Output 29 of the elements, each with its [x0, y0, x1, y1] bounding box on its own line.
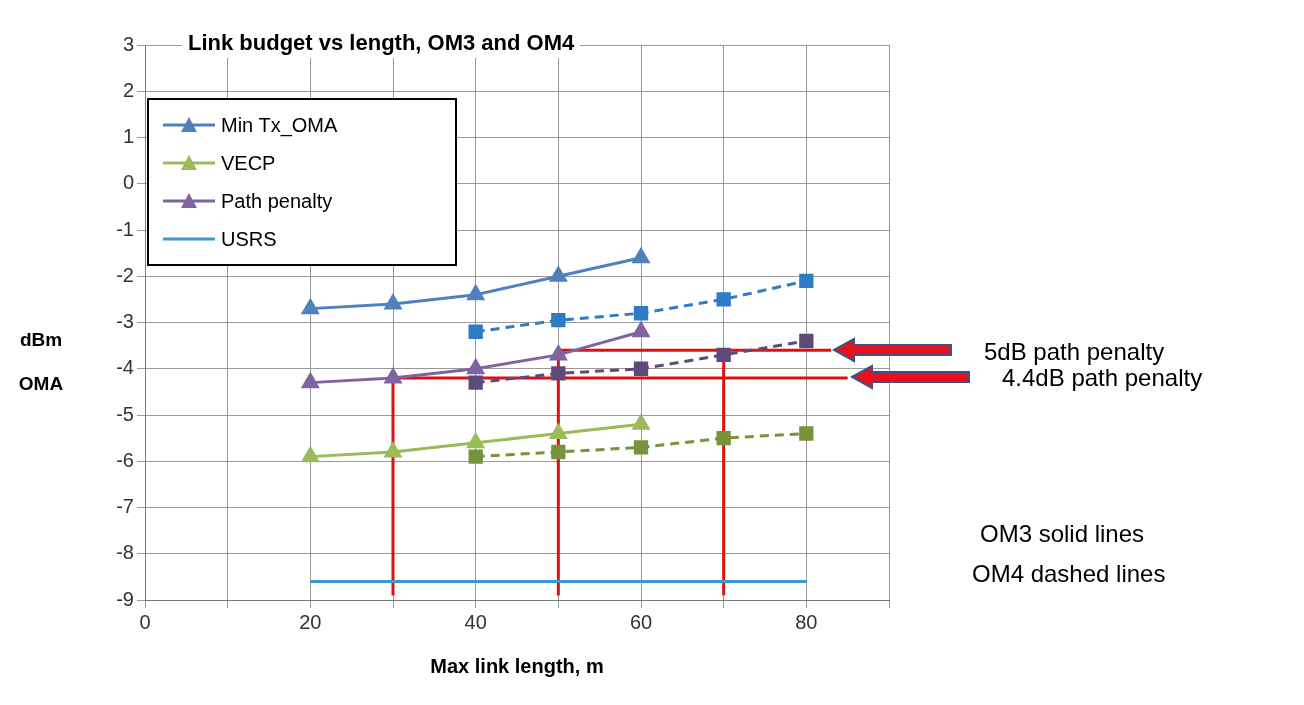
legend-label: Path penalty [221, 189, 333, 213]
y-tick-label: -3 [116, 310, 134, 333]
x-tick-label: 0 [139, 610, 151, 633]
x-tick-label: 80 [795, 610, 818, 633]
y-tick-label: 3 [122, 32, 134, 55]
y-tick-label: -1 [116, 217, 134, 240]
legend-label: VECP [221, 151, 276, 175]
y-tick-label: -9 [116, 587, 134, 610]
text: 4.4dB path penalty [1002, 364, 1203, 392]
y-tick-label: -8 [116, 541, 134, 564]
x-tick-label: 20 [299, 610, 322, 633]
y-tick-label: -4 [116, 356, 134, 379]
x-axis-title: Max link length, m [430, 654, 604, 677]
x-tick-label: 60 [629, 610, 653, 633]
y-tick-label: -7 [116, 495, 134, 518]
y-tick-label: -5 [116, 402, 134, 425]
legend-label: Min Tx_OMA [221, 113, 338, 137]
text: 5dB path penalty [984, 338, 1165, 366]
text: dBm OMA [18, 329, 64, 394]
y-tick-label: 2 [122, 78, 134, 101]
text: OM4 dashed lines [972, 560, 1166, 588]
y-tick-label: 1 [122, 125, 134, 148]
x-tick-label: 40 [464, 610, 487, 633]
y-tick-label: -6 [116, 448, 134, 471]
chart-title: Link budget vs length, OM3 and OM4 [182, 28, 581, 58]
legend-label: USRS [221, 227, 277, 251]
y-tick-label: 0 [122, 171, 134, 194]
y-tick-label: -2 [116, 263, 134, 286]
text: OM3 solid lines [980, 520, 1145, 548]
